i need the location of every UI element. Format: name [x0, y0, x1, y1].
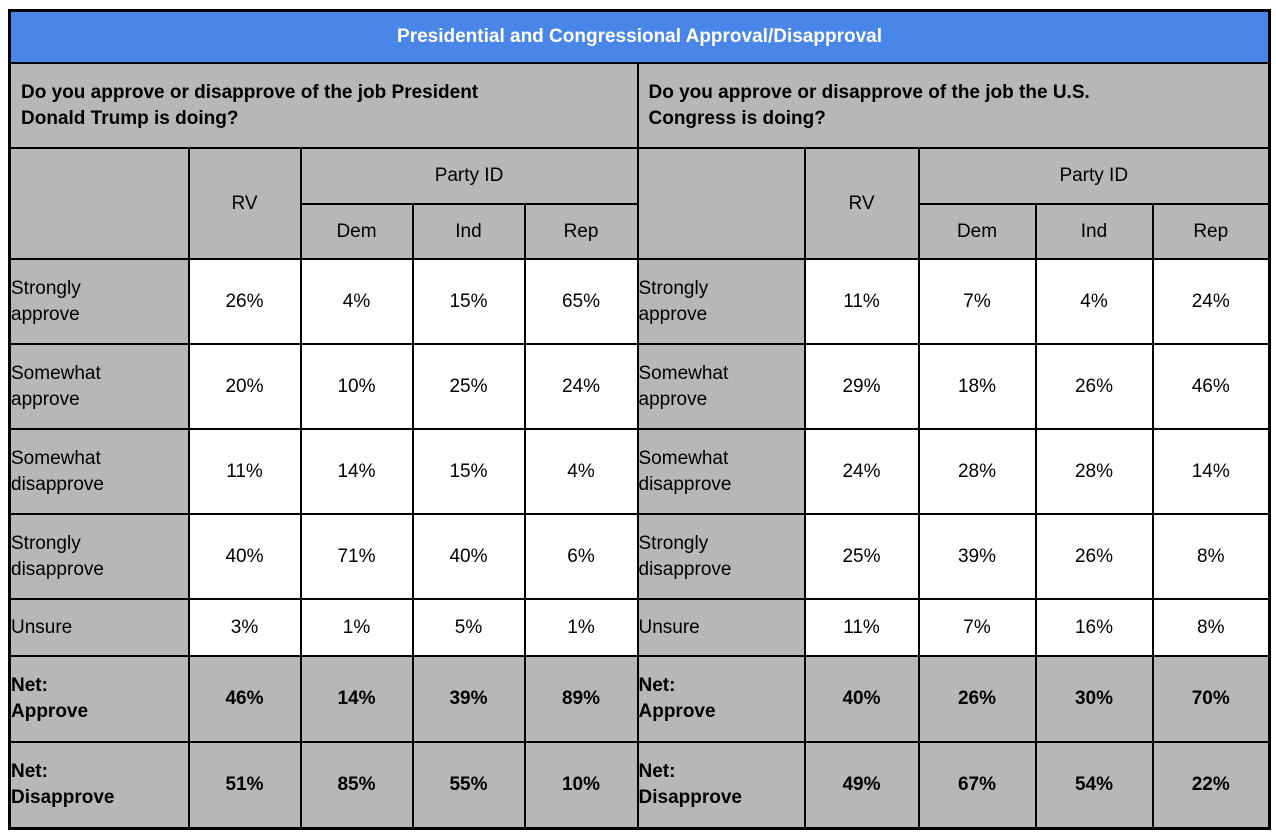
value-cell: 24%: [803, 428, 920, 515]
table-row-net-disapprove: Net: Disapprove 51% 85% 55% 10% Net: Dis…: [8, 741, 1271, 830]
row-label: Somewhat disapprove: [8, 428, 190, 515]
column-header-rep-right: Rep: [1151, 203, 1271, 260]
value-cell: 14%: [299, 655, 414, 743]
column-header-ind-right: Ind: [1034, 203, 1154, 260]
value-cell: 71%: [299, 513, 414, 600]
value-cell: 1%: [299, 598, 414, 657]
table-row-somewhat-approve: Somewhat approve 20% 10% 25% 24% Somewha…: [8, 343, 1271, 430]
row-label: Somewhat approve: [8, 343, 190, 430]
blank-header-right: [636, 147, 806, 260]
row-label: Strongly disapprove: [8, 513, 190, 600]
value-cell: 15%: [411, 258, 526, 345]
party-id-header-right: Party ID: [917, 147, 1271, 205]
column-header-dem-right: Dem: [917, 203, 1037, 260]
value-cell: 26%: [187, 258, 302, 345]
value-cell: 24%: [523, 343, 639, 430]
table-row-net-approve: Net: Approve 46% 14% 39% 89% Net: Approv…: [8, 655, 1271, 743]
value-cell: 28%: [1034, 428, 1154, 515]
value-cell: 8%: [1151, 513, 1271, 600]
table-title: Presidential and Congressional Approval/…: [8, 9, 1271, 64]
value-cell: 26%: [1034, 343, 1154, 430]
value-cell: 67%: [917, 741, 1037, 830]
value-cell: 14%: [299, 428, 414, 515]
question-congress: Do you approve or disapprove of the job …: [636, 62, 1271, 149]
table-row-strongly-approve: Strongly approve 26% 4% 15% 65% Strongly…: [8, 258, 1271, 345]
value-cell: 39%: [411, 655, 526, 743]
value-cell: 40%: [411, 513, 526, 600]
value-cell: 25%: [411, 343, 526, 430]
value-cell: 30%: [1034, 655, 1154, 743]
value-cell: 4%: [299, 258, 414, 345]
row-label: Unsure: [8, 598, 190, 657]
value-cell: 6%: [523, 513, 639, 600]
value-cell: 11%: [803, 258, 920, 345]
row-label: Net: Disapprove: [636, 741, 806, 830]
value-cell: 10%: [299, 343, 414, 430]
value-cell: 8%: [1151, 598, 1271, 657]
row-label: Net: Disapprove: [8, 741, 190, 830]
question-row: Do you approve or disapprove of the job …: [8, 62, 1271, 149]
value-cell: 4%: [523, 428, 639, 515]
table-row-somewhat-disapprove: Somewhat disapprove 11% 14% 15% 4% Somew…: [8, 428, 1271, 515]
approval-table: Presidential and Congressional Approval/…: [8, 9, 1272, 830]
value-cell: 40%: [803, 655, 920, 743]
row-label: Strongly approve: [636, 258, 806, 345]
value-cell: 29%: [803, 343, 920, 430]
column-header-rv-left: RV: [187, 147, 302, 260]
header-sub-row: Dem Ind Rep Dem Ind Rep: [10, 203, 1271, 260]
value-cell: 14%: [1151, 428, 1271, 515]
value-cell: 26%: [1034, 513, 1154, 600]
column-header-rep-left: Rep: [523, 203, 639, 260]
value-cell: 11%: [187, 428, 302, 515]
value-cell: 26%: [917, 655, 1037, 743]
value-cell: 11%: [803, 598, 920, 657]
row-label: Net: Approve: [636, 655, 806, 743]
column-header-ind-left: Ind: [411, 203, 526, 260]
blank-header-left: [8, 147, 190, 260]
question-president: Do you approve or disapprove of the job …: [8, 62, 639, 149]
value-cell: 54%: [1034, 741, 1154, 830]
value-cell: 20%: [187, 343, 302, 430]
row-label: Strongly approve: [8, 258, 190, 345]
row-label: Net: Approve: [8, 655, 190, 743]
value-cell: 46%: [1151, 343, 1271, 430]
value-cell: 5%: [411, 598, 526, 657]
value-cell: 3%: [187, 598, 302, 657]
row-label: Strongly disapprove: [636, 513, 806, 600]
value-cell: 40%: [187, 513, 302, 600]
value-cell: 51%: [187, 741, 302, 830]
value-cell: 85%: [299, 741, 414, 830]
row-label: Somewhat approve: [636, 343, 806, 430]
header-group-row: RV Party ID RV Party ID: [8, 147, 1271, 260]
value-cell: 1%: [523, 598, 639, 657]
value-cell: 25%: [803, 513, 920, 600]
row-label: Somewhat disapprove: [636, 428, 806, 515]
value-cell: 28%: [917, 428, 1037, 515]
value-cell: 18%: [917, 343, 1037, 430]
value-cell: 46%: [187, 655, 302, 743]
value-cell: 16%: [1034, 598, 1154, 657]
row-label: Unsure: [636, 598, 806, 657]
column-header-rv-right: RV: [803, 147, 920, 260]
value-cell: 22%: [1151, 741, 1271, 830]
value-cell: 7%: [917, 598, 1037, 657]
value-cell: 24%: [1151, 258, 1271, 345]
value-cell: 7%: [917, 258, 1037, 345]
title-row: Presidential and Congressional Approval/…: [8, 9, 1271, 64]
value-cell: 39%: [917, 513, 1037, 600]
table-row-unsure: Unsure 3% 1% 5% 1% Unsure 11% 7% 16% 8%: [8, 598, 1271, 657]
column-header-dem-left: Dem: [299, 203, 414, 260]
value-cell: 55%: [411, 741, 526, 830]
value-cell: 49%: [803, 741, 920, 830]
value-cell: 4%: [1034, 258, 1154, 345]
table-row-strongly-disapprove: Strongly disapprove 40% 71% 40% 6% Stron…: [8, 513, 1271, 600]
value-cell: 15%: [411, 428, 526, 515]
value-cell: 65%: [523, 258, 639, 345]
value-cell: 70%: [1151, 655, 1271, 743]
value-cell: 89%: [523, 655, 639, 743]
party-id-header-left: Party ID: [299, 147, 639, 205]
value-cell: 10%: [523, 741, 639, 830]
